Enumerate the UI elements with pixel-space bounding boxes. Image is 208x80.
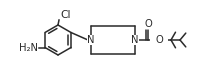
Text: O: O <box>155 35 163 45</box>
Text: Cl: Cl <box>60 10 71 20</box>
Text: O: O <box>144 18 152 28</box>
Text: H₂N: H₂N <box>19 42 38 52</box>
Text: N: N <box>87 35 95 45</box>
Text: N: N <box>131 35 139 45</box>
